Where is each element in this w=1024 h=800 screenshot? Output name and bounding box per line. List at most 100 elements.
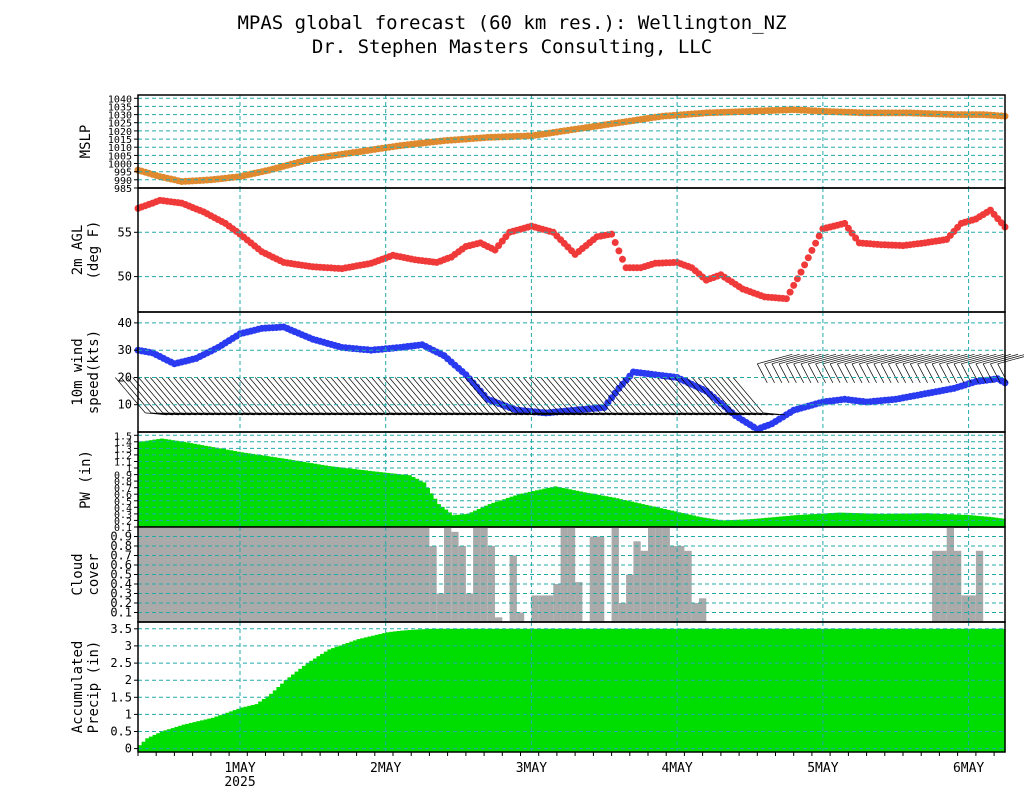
wind-barb [301,377,333,414]
wind-barb [348,377,379,414]
precip-bar [782,628,787,752]
wind-barb [151,412,174,416]
y-tick-label: 3.5 [110,622,132,636]
y-tick-label: 985 [114,184,132,195]
pw-bar [706,518,711,527]
wind-barb [476,377,507,414]
wind-barb [917,363,928,384]
wind-barb [652,412,675,416]
precip-bar [403,630,409,752]
wind-barb [273,412,296,416]
pw-bar [167,439,172,527]
pw-bar [567,489,573,527]
pw-bar [440,506,445,527]
y-tick-label: 1.4 [114,438,132,449]
pw-bar [269,456,274,527]
pw-bar [378,472,383,527]
y-tick-label: 0.8 [114,477,132,488]
precip-bar [538,628,543,752]
precip-bar [378,634,383,752]
wind-barb [881,353,917,365]
pw-bar [691,515,696,527]
cloud-bar [436,593,444,622]
precip-bar [586,628,591,752]
precip-bar [575,628,580,752]
pw-bar [731,520,736,527]
temp-point [801,261,809,269]
wind-barb [651,377,682,414]
precip-bar [924,628,930,752]
precip-bar [462,628,467,752]
wind-barb [179,377,210,414]
pw-bar [739,519,744,527]
pw-bar [819,513,824,527]
panel-frame [137,94,1006,189]
pw-bar [454,514,460,527]
wind-barb [413,412,436,416]
y-tick-label: 1040 [108,94,132,105]
precip-bar [331,648,336,752]
wind-barb [325,412,349,416]
pw-bar [196,444,201,527]
wind-barb [829,363,841,384]
pw-bar [276,457,281,527]
wind-barb [739,412,762,416]
wind-barb [703,377,735,414]
precip-bar [830,628,835,752]
wind-barb [639,377,671,414]
x-tick-label: 2MAY [370,761,401,776]
precip-bar [600,628,605,752]
precip-bar [735,628,740,752]
wind-barb [359,377,391,414]
wind-barb [342,377,373,414]
precip-bar [509,628,514,752]
pw-bar [600,495,605,527]
pw-bar [546,488,551,527]
temp-point [812,239,820,247]
y-tick-label: 0.5 [114,497,132,508]
pw-bar [280,458,285,527]
wind-barb [231,377,263,414]
wind-barb [975,363,987,384]
precip-bar [305,663,310,752]
wind-barb [203,412,226,416]
wind-barb [289,377,321,414]
pw-bar [156,439,161,527]
wind-barb [494,412,518,416]
precip-bar [771,628,777,752]
wind-barb [581,377,612,414]
pw-bar [735,519,740,527]
precip-bar [786,628,791,752]
pw-bar [553,486,558,527]
precip-bar [669,628,675,752]
wind-barb [517,377,548,414]
y-axis-label: PW (in) [78,450,94,509]
pw-bar [728,520,733,527]
precip-bar [199,720,205,752]
y-tick-label: 1.3 [114,444,132,455]
wind-barb [880,363,892,384]
pw-bar [932,513,937,527]
wind-barb [540,377,572,414]
pw-bar [531,491,536,527]
wind-barb [320,412,343,416]
wind-barb [190,377,222,414]
precip-bar [651,628,656,752]
precip-bar [597,628,602,752]
pw-bar [924,513,930,527]
y-axis-label: 2m AGL [70,225,86,276]
pw-bar [658,508,664,527]
wind-barb [997,363,1009,384]
pw-bar [145,440,150,527]
wind-barb [238,412,261,416]
precip-bar [695,628,700,752]
precip-bar [418,629,423,752]
precip-bar [265,696,270,752]
pw-bar [910,513,915,527]
pw-bar [990,517,995,527]
wind-barb [822,353,858,365]
precip-bar [691,628,696,752]
pw-bar [345,468,350,527]
wind-barb [668,377,700,414]
pw-bar [389,473,394,527]
